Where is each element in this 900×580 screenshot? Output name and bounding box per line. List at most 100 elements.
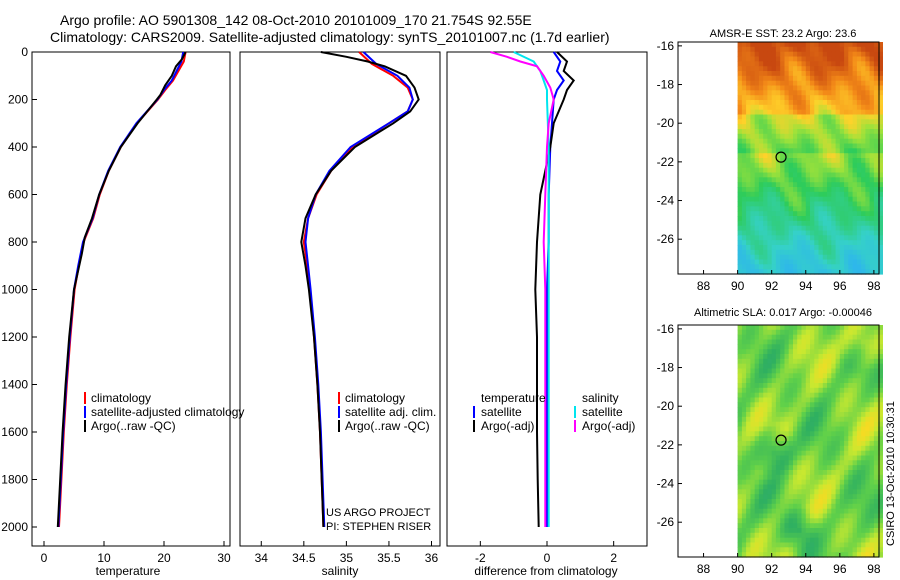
map-cell [856,431,862,437]
map-cell [793,230,798,236]
map-cell [810,225,815,232]
map-cell [818,114,824,120]
map-cell [831,51,837,58]
map-cell [852,143,858,149]
map-cell [737,489,743,495]
map-cell [844,90,849,96]
map-cell [831,431,837,437]
map-cell [788,412,794,418]
map-cell [844,75,849,82]
map-cell [814,167,820,174]
map-cell [878,269,883,275]
map-cell [856,264,862,270]
map-cell [771,528,777,534]
map-cell [814,407,820,413]
map-cell [793,441,798,447]
map-cell [810,264,815,270]
map-cell [784,373,790,379]
map-cell [801,339,807,345]
map-cell [827,378,832,384]
map-cell [771,363,777,370]
map-cell [827,129,832,135]
map-cell [797,465,803,471]
map-cell [873,114,879,120]
map-cell [810,508,815,515]
map-cell [775,75,781,82]
map-cell [861,143,866,149]
map-cell [767,211,773,217]
map-x-tick-label: 94 [799,279,813,293]
map-cell [758,499,764,505]
map-cell [865,245,871,251]
map-cell [839,378,845,384]
map-cell [741,426,747,432]
map-cell [831,245,837,251]
map-cell [878,211,883,217]
map-cell [763,445,769,452]
map-cell [822,455,828,461]
map-cell [775,474,781,481]
map-cell [746,354,751,360]
map-cell [793,397,798,403]
map-cell [771,402,777,408]
map-x-tick-label: 90 [731,562,745,576]
map-cell [865,436,871,442]
map-cell [741,220,747,227]
map-cell [805,51,811,58]
map-cell [873,90,879,96]
map-cell [805,235,811,241]
map-cell [754,177,760,183]
map-cell [865,537,871,544]
map-cell [788,465,794,471]
map-cell [780,158,786,164]
map-cell [822,503,828,510]
map-cell [873,547,879,553]
map-cell [784,143,790,149]
map-cell [869,436,875,442]
map-cell [827,542,832,548]
map-cell [750,363,756,370]
map-cell [805,358,811,365]
map-cell [835,240,841,246]
map-cell [856,470,862,476]
map-cell [754,206,760,212]
map-cell [788,383,794,389]
map-cell [814,494,820,500]
map-cell [810,383,815,389]
map-cell [869,450,875,457]
map-cell [741,75,747,82]
map-cell [831,196,837,203]
map-cell [801,528,807,534]
map-cell [780,499,786,505]
map-cell [758,416,764,423]
map-cell [822,378,828,384]
map-cell [805,124,811,130]
map-cell [835,211,841,217]
map-cell [746,445,751,452]
map-cell [822,109,828,116]
map-cell [750,158,756,164]
map-cell [878,129,883,135]
map-cell [746,373,751,379]
map-cell [775,264,781,270]
difference-panel: -2 0 2 difference from climatology tempera… [446,51,648,578]
map-cell [878,470,883,476]
map-cell [869,542,875,548]
map-cell [869,547,875,553]
map-cell [852,387,858,394]
map-cell [788,397,794,403]
x-tick-label: 0 [544,551,551,565]
map-cell [793,51,798,58]
map-cell [750,187,756,193]
map-cell [873,358,879,365]
map-cell [831,329,837,336]
map-cell [827,187,832,193]
map-cell [801,441,807,447]
map-cell [780,90,786,96]
map-cell [775,378,781,384]
map-cell [814,387,820,394]
map-cell [852,153,858,159]
map-cell [869,349,875,355]
map-cell [852,508,858,515]
map-cell [844,392,849,399]
